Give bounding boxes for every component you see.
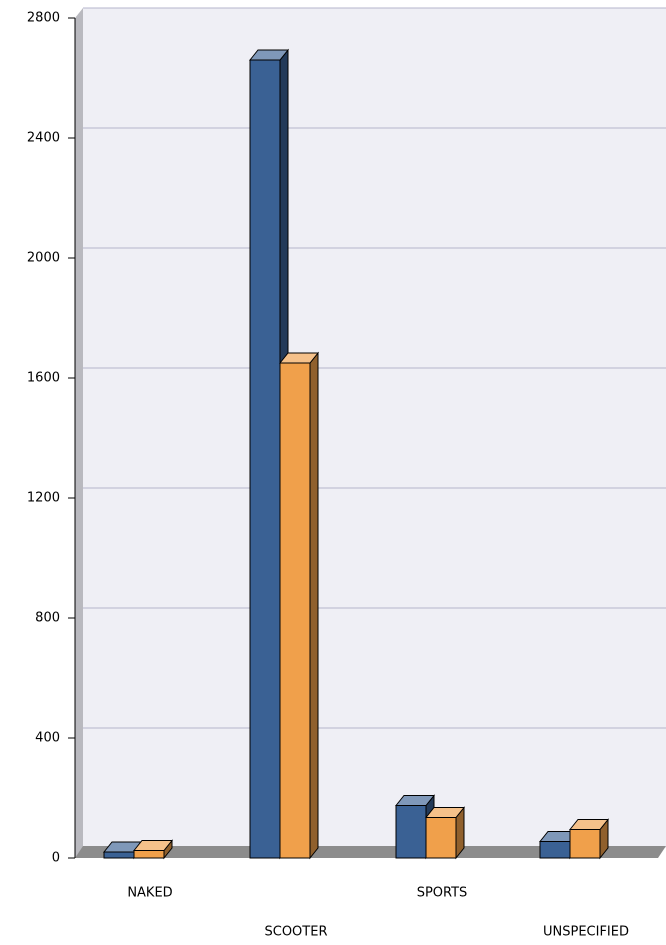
y-tick-label: 2800 bbox=[27, 11, 60, 26]
y-tick-label: 1600 bbox=[27, 371, 60, 386]
bar bbox=[249, 59, 281, 859]
bar bbox=[425, 817, 457, 859]
bar bbox=[103, 851, 135, 859]
y-tick-label: 0 bbox=[52, 851, 60, 866]
x-tick-label: NAKED bbox=[127, 886, 172, 901]
left-wall bbox=[75, 8, 83, 858]
y-tick-label: 2400 bbox=[27, 131, 60, 146]
y-tick-label: 400 bbox=[35, 731, 60, 746]
y-tick-label: 1200 bbox=[27, 491, 60, 506]
x-tick-label: SPORTS bbox=[417, 886, 468, 901]
y-tick-label: 2000 bbox=[27, 251, 60, 266]
bar bbox=[279, 362, 311, 859]
bar bbox=[395, 805, 427, 859]
bar bbox=[569, 829, 601, 859]
floor bbox=[75, 846, 666, 858]
bar bbox=[539, 841, 571, 859]
y-tick-label: 800 bbox=[35, 611, 60, 626]
x-tick-label: SCOOTER bbox=[265, 925, 328, 940]
x-tick-label: UNSPECIFIED bbox=[543, 925, 629, 940]
bar bbox=[133, 850, 165, 859]
bar-side bbox=[309, 351, 319, 860]
back-wall bbox=[83, 8, 666, 848]
